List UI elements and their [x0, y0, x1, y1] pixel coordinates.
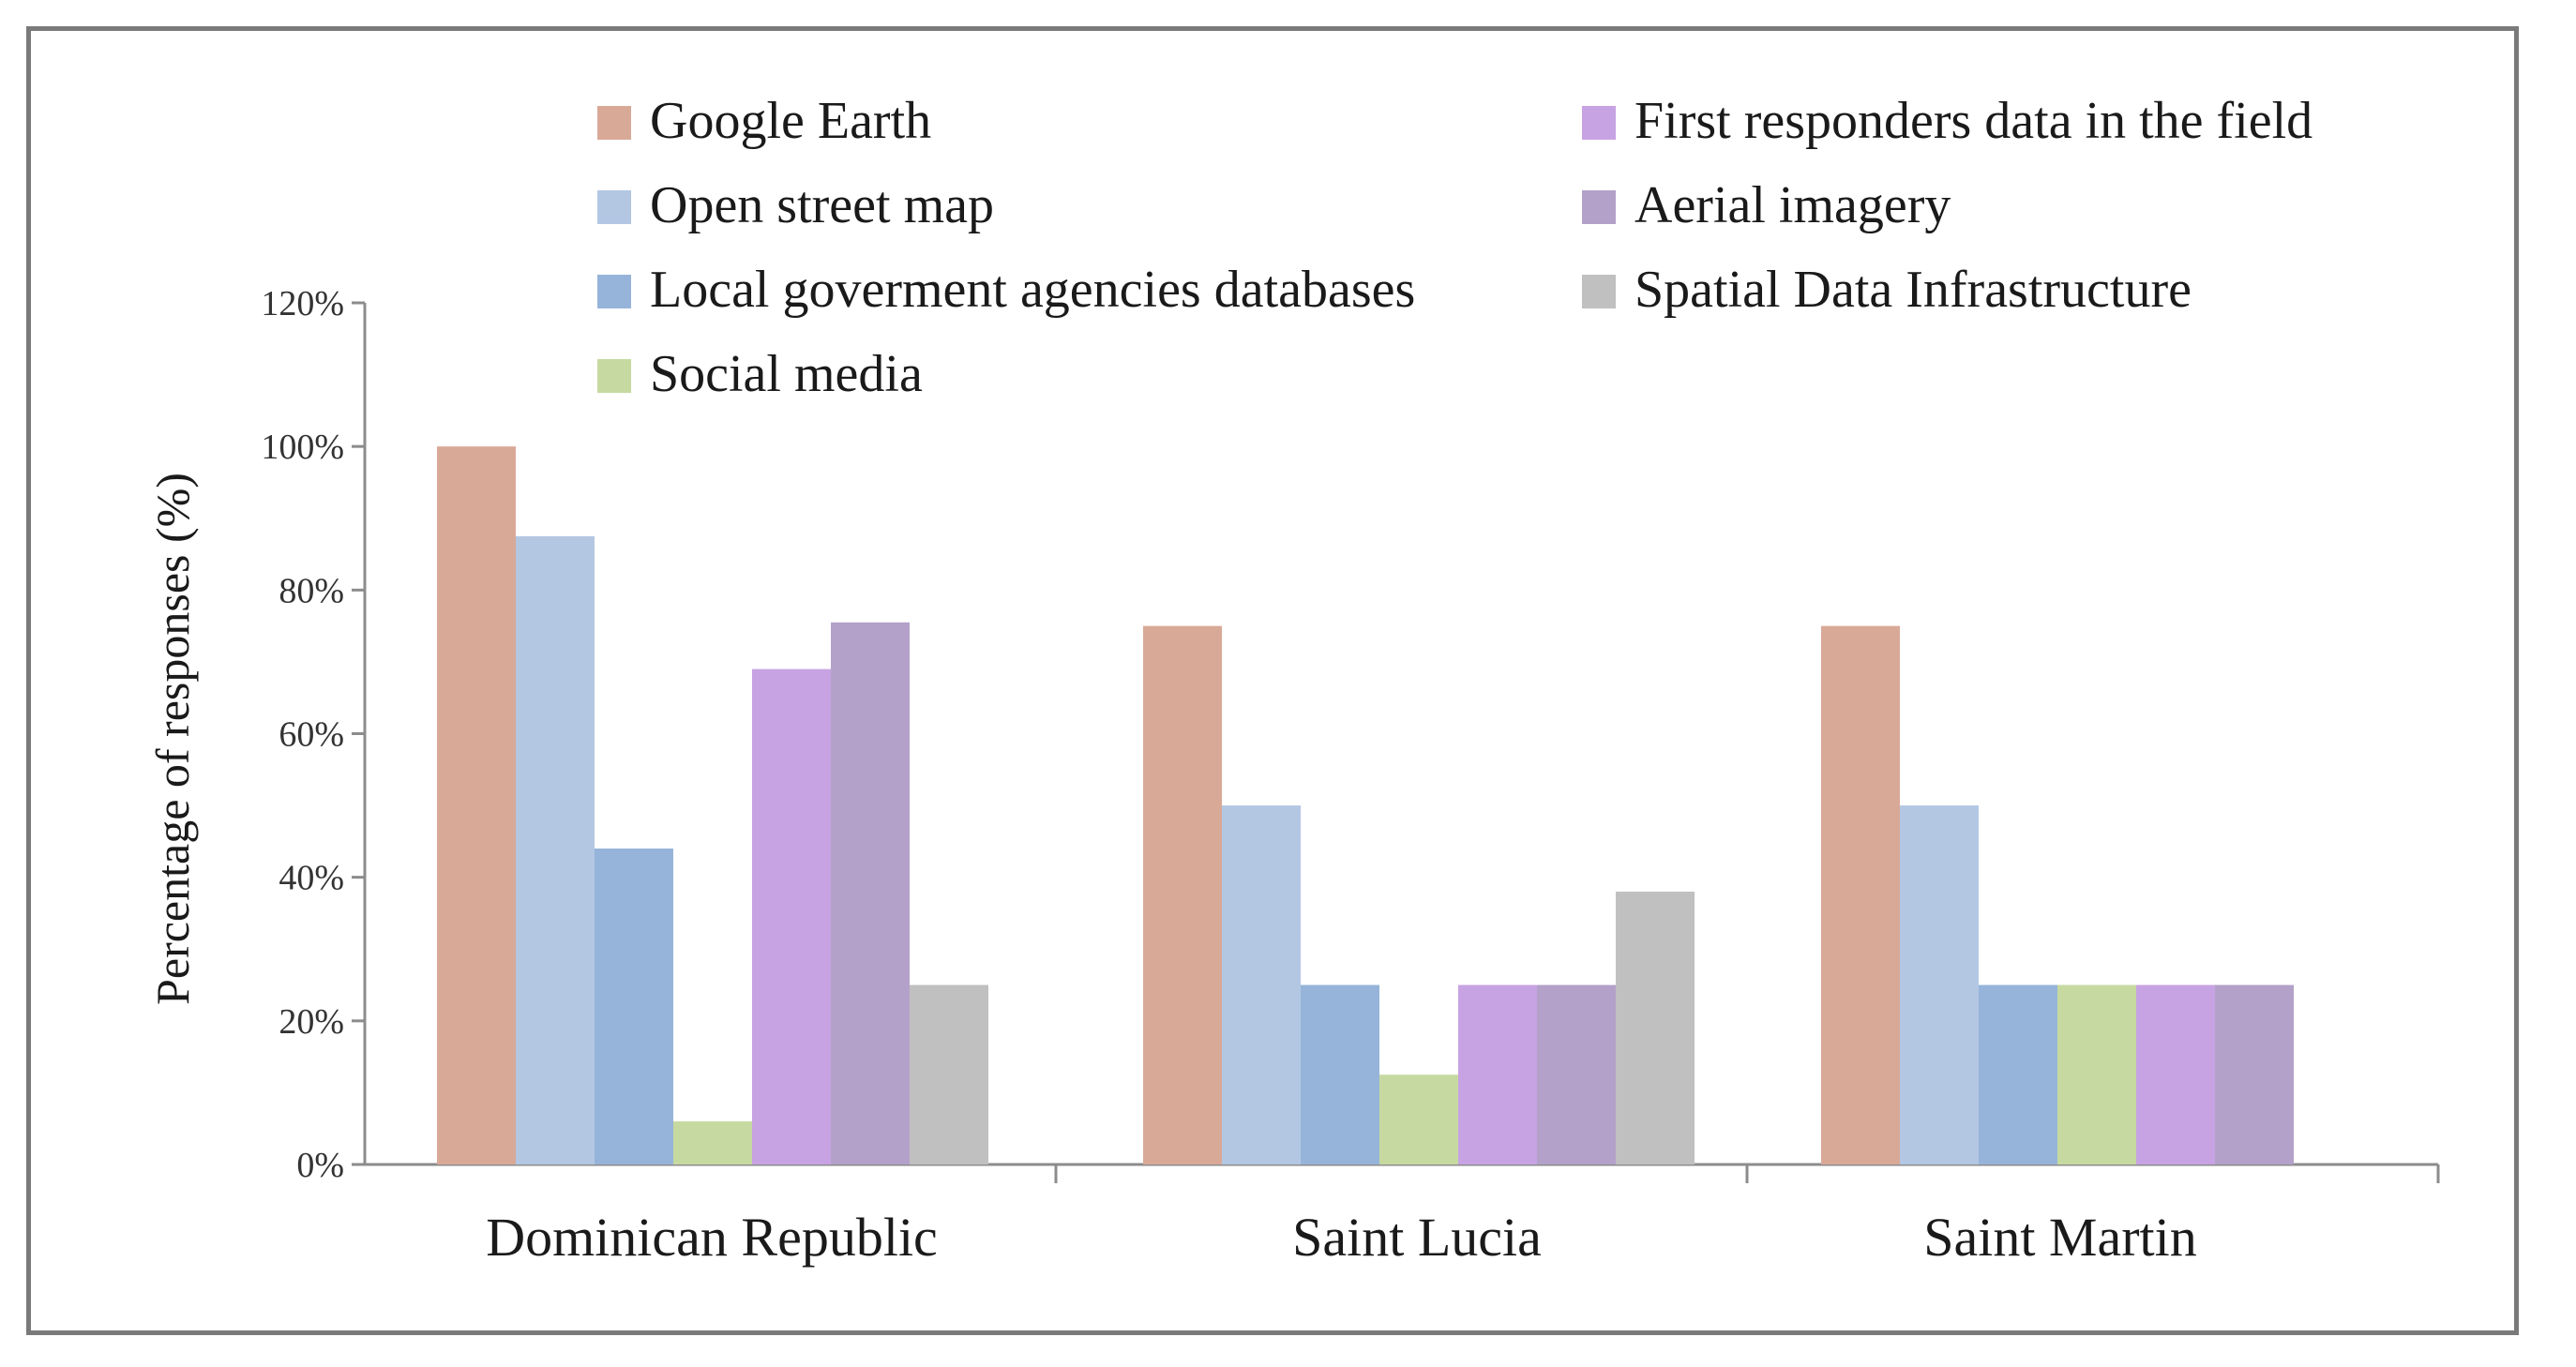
legend-label-social-media: Social media	[650, 345, 923, 403]
legend-swatch-spatial-data-infrastructure	[1582, 275, 1616, 308]
bar-saint-martin-google-earth	[1821, 625, 1900, 1164]
bar-saint-martin-open-street-map	[1900, 805, 1979, 1164]
bar-saint-lucia-local-goverment-agencies-databases	[1301, 984, 1379, 1164]
y-tick-label: 100%	[261, 428, 344, 467]
legend-label-open-street-map: Open street map	[650, 176, 994, 234]
legend-label-google-earth: Google Earth	[650, 92, 931, 150]
bar-dominican-republic-local-goverment-agencies-databases	[595, 849, 673, 1164]
y-tick-label: 60%	[279, 715, 344, 755]
bar-dominican-republic-open-street-map	[516, 535, 595, 1164]
bar-saint-martin-first-responders-data-in-the-field	[2136, 984, 2215, 1164]
chart-frame: Google Earth Open street map Local goverme…	[26, 26, 2519, 1335]
x-tick-label-saint-lucia: Saint Lucia	[1292, 1207, 1542, 1268]
legend-label-spatial-data-infrastructure: Spatial Data Infrastructure	[1634, 261, 2192, 319]
chart-svg: Google Earth Open street map Local goverme…	[146, 92, 2440, 1268]
legend-swatch-first-responders-data-in-the-field	[1582, 106, 1616, 140]
y-tick-label: 0%	[296, 1146, 344, 1185]
bar-saint-martin-local-goverment-agencies-databases	[1979, 984, 2057, 1164]
bar-saint-lucia-open-street-map	[1222, 805, 1301, 1164]
x-tick-label-dominican-republic: Dominican Republic	[486, 1207, 938, 1268]
bar-saint-lucia-aerial-imagery	[1537, 984, 1616, 1164]
x-tick-label-saint-martin: Saint Martin	[1923, 1207, 2197, 1268]
bar-saint-lucia-spatial-data-infrastructure	[1616, 891, 1695, 1164]
bar-saint-martin-social-media	[2057, 984, 2136, 1164]
y-axis-title: Percentage of responses (%)	[146, 473, 199, 1005]
y-tick-label: 40%	[279, 859, 344, 898]
y-tick-label: 20%	[279, 1002, 344, 1042]
legend: Google Earth Open street map Local goverme…	[597, 92, 2312, 403]
bar-dominican-republic-google-earth	[437, 446, 516, 1165]
bars	[437, 446, 2294, 1165]
y-tick-label: 80%	[279, 571, 344, 610]
bar-saint-lucia-google-earth	[1143, 625, 1222, 1164]
bar-dominican-republic-aerial-imagery	[831, 622, 910, 1164]
legend-label-first-responders-data-in-the-field: First responders data in the field	[1634, 92, 2312, 150]
legend-label-aerial-imagery: Aerial imagery	[1634, 176, 1951, 234]
legend-swatch-local-goverment-agencies-databases	[597, 275, 631, 308]
legend-swatch-google-earth	[597, 106, 631, 140]
axes: 0% 20% 40% 60% 80% 100% 120% Percentage of resp…	[146, 284, 2440, 1268]
bar-dominican-republic-social-media	[673, 1121, 752, 1164]
bar-dominican-republic-first-responders-data-in-the-field	[752, 668, 831, 1164]
legend-swatch-open-street-map	[597, 190, 631, 224]
bar-saint-lucia-social-media	[1379, 1074, 1458, 1164]
legend-swatch-aerial-imagery	[1582, 190, 1616, 224]
bar-saint-lucia-first-responders-data-in-the-field	[1458, 984, 1537, 1164]
y-tick-label: 120%	[261, 284, 344, 323]
legend-label-local-goverment-agencies-databases: Local goverment agencies databases	[650, 261, 1415, 319]
bar-dominican-republic-spatial-data-infrastructure	[910, 984, 988, 1164]
bar-saint-martin-aerial-imagery	[2215, 984, 2294, 1164]
legend-swatch-social-media	[597, 359, 631, 393]
